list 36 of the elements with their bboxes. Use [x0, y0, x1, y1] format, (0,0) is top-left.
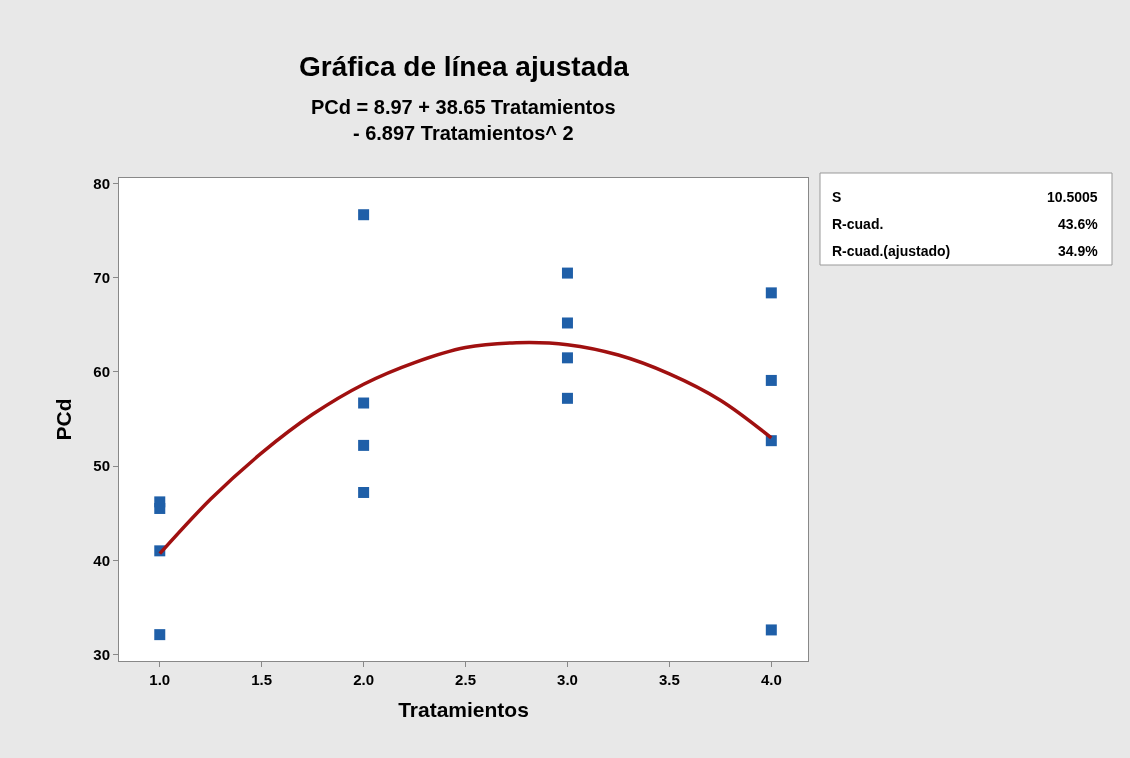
y-tick-label: 40	[93, 551, 110, 569]
x-tick-label: 4.0	[760, 671, 782, 688]
y-tick-label: 80	[93, 174, 110, 192]
y-tick-label: 30	[93, 645, 110, 663]
point	[765, 624, 777, 636]
point	[561, 352, 573, 364]
text: 10.5005	[1047, 189, 1098, 205]
y-axis-title: PCd	[52, 398, 76, 441]
text: 43.6%	[1058, 216, 1099, 232]
point	[154, 502, 166, 514]
text: R-cuad.(ajustado)	[832, 243, 951, 259]
point	[358, 209, 370, 221]
point	[765, 374, 777, 386]
x-tick-label: 1.0	[149, 671, 171, 688]
text: 34.9%	[1058, 243, 1099, 259]
point	[154, 629, 166, 641]
x-tick-label: 1.5	[251, 671, 273, 688]
y-tick-label: 60	[93, 363, 110, 381]
x-tick-label: 3.0	[557, 671, 578, 688]
point	[561, 317, 573, 329]
y-tick-label: 70	[93, 269, 110, 287]
point	[561, 267, 573, 279]
x-tick-label: 3.5	[658, 671, 680, 688]
x-tick-label: 2.0	[353, 671, 375, 688]
point	[358, 486, 370, 498]
text: S	[832, 189, 842, 205]
chart-title: Gráfica de línea ajustada	[299, 51, 630, 82]
point	[561, 392, 573, 404]
point	[358, 397, 370, 409]
point	[358, 439, 370, 451]
point	[765, 287, 777, 299]
x-tick-label: 2.5	[455, 671, 476, 688]
chart-subtitle: PCd = 8.97 + 38.65 Tratamientos - 6.897 Tratamientos^ 2	[311, 96, 616, 144]
x-axis-title: Tratamientos	[398, 698, 529, 722]
y-tick-label: 50	[93, 457, 110, 475]
text: R-cuad.	[832, 216, 884, 232]
